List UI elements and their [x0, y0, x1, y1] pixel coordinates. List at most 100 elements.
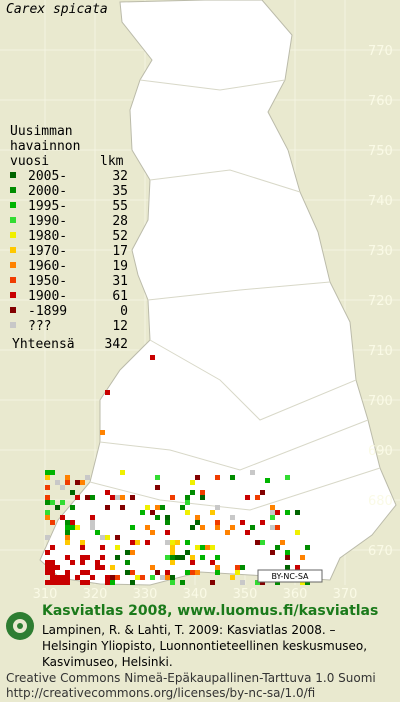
- legend-count: 32: [112, 169, 128, 184]
- occurrence-square: [110, 565, 115, 570]
- occurrence-square: [155, 570, 160, 575]
- occurrence-square: [140, 575, 145, 580]
- occurrence-square: [75, 480, 80, 485]
- grid-x-label: 340: [183, 587, 208, 602]
- occurrence-square: [195, 545, 200, 550]
- legend-swatch: [10, 172, 16, 178]
- occurrence-square: [215, 570, 220, 575]
- occurrence-square: [105, 505, 110, 510]
- legend-label: 2005-: [28, 169, 67, 184]
- occurrence-square: [50, 575, 55, 580]
- occurrence-square: [215, 525, 220, 530]
- occurrence-square: [105, 535, 110, 540]
- occurrence-square: [125, 560, 130, 565]
- grid-y-label: 750: [368, 144, 393, 159]
- occurrence-square: [85, 580, 90, 585]
- occurrence-square: [170, 550, 175, 555]
- legend-count: 55: [112, 199, 128, 214]
- legend-count: 35: [112, 184, 128, 199]
- occurrence-square: [135, 575, 140, 580]
- occurrence-square: [200, 490, 205, 495]
- occurrence-square: [210, 510, 215, 515]
- occurrence-square: [285, 555, 290, 560]
- legend-swatch: [10, 202, 16, 208]
- legend-header: Uusimman: [10, 124, 73, 139]
- legend-count: 19: [112, 259, 128, 274]
- occurrence-square: [60, 485, 65, 490]
- occurrence-square: [285, 510, 290, 515]
- occurrence-square: [160, 575, 165, 580]
- occurrence-square: [90, 515, 95, 520]
- legend-swatch: [10, 217, 16, 223]
- occurrence-square: [100, 535, 105, 540]
- occurrence-square: [295, 510, 300, 515]
- occurrence-square: [65, 535, 70, 540]
- occurrence-square: [65, 555, 70, 560]
- occurrence-square: [200, 545, 205, 550]
- occurrence-square: [185, 550, 190, 555]
- occurrence-square: [215, 475, 220, 480]
- occurrence-square: [165, 555, 170, 560]
- occurrence-square: [115, 495, 120, 500]
- occurrence-square: [125, 570, 130, 575]
- occurrence-square: [45, 550, 50, 555]
- occurrence-square: [130, 550, 135, 555]
- occurrence-square: [165, 540, 170, 545]
- occurrence-square: [295, 565, 300, 570]
- occurrence-square: [185, 495, 190, 500]
- occurrence-square: [80, 555, 85, 560]
- occurrence-square: [140, 510, 145, 515]
- occurrence-square: [55, 580, 60, 585]
- occurrence-square: [90, 520, 95, 525]
- occurrence-square: [165, 575, 170, 580]
- grid-y-label: 710: [368, 344, 393, 359]
- grid-x-label: 360: [283, 587, 308, 602]
- occurrence-square: [85, 555, 90, 560]
- occurrence-square: [95, 530, 100, 535]
- grid-x-label: 370: [333, 587, 358, 602]
- occurrence-square: [70, 490, 75, 495]
- cc-badge-text: BY-NC-SA: [271, 572, 309, 581]
- occurrence-square: [155, 515, 160, 520]
- occurrence-square: [110, 575, 115, 580]
- license-line: http://creativecommons.org/licenses/by-n…: [6, 686, 316, 700]
- occurrence-square: [45, 510, 50, 515]
- legend-label: 2000-: [28, 184, 67, 199]
- occurrence-square: [100, 565, 105, 570]
- occurrence-square: [270, 515, 275, 520]
- occurrence-square: [260, 490, 265, 495]
- occurrence-square: [260, 520, 265, 525]
- occurrence-square: [95, 560, 100, 565]
- occurrence-square: [110, 580, 115, 585]
- occurrence-square: [95, 565, 100, 570]
- logo: [6, 612, 34, 640]
- occurrence-square: [280, 540, 285, 545]
- occurrence-square: [65, 575, 70, 580]
- occurrence-square: [85, 570, 90, 575]
- cc-badge: [257, 569, 323, 583]
- occurrence-square: [285, 565, 290, 570]
- occurrence-square: [130, 525, 135, 530]
- grid-y-label: 770: [368, 44, 393, 59]
- occurrence-square: [55, 480, 60, 485]
- occurrence-square: [230, 525, 235, 530]
- occurrence-square: [210, 560, 215, 565]
- occurrence-square: [65, 520, 70, 525]
- occurrence-square: [180, 555, 185, 560]
- legend-count: 17: [112, 244, 128, 259]
- occurrence-square: [60, 580, 65, 585]
- occurrence-square: [75, 575, 80, 580]
- occurrence-square: [275, 525, 280, 530]
- legend-count: 0: [120, 304, 128, 319]
- occurrence-square: [200, 525, 205, 530]
- occurrence-square: [45, 495, 50, 500]
- occurrence-square: [55, 505, 60, 510]
- occurrence-square: [115, 555, 120, 560]
- legend-swatch: [10, 232, 16, 238]
- occurrence-square: [125, 550, 130, 555]
- occurrence-square: [65, 530, 70, 535]
